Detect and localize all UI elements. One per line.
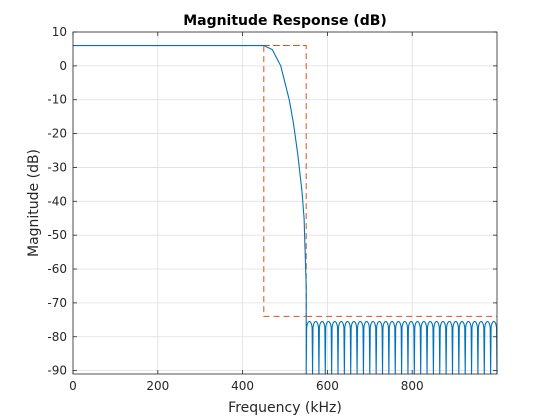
- y-tick-label: -20: [47, 127, 67, 141]
- response-series: [73, 44, 498, 375]
- axes-box: [72, 31, 498, 375]
- y-tick-label: 0: [59, 59, 67, 73]
- x-axis-label: Frequency (kHz): [228, 400, 342, 416]
- y-tick-label: 10: [52, 25, 67, 39]
- y-tick-label: -70: [47, 296, 67, 310]
- x-tick-label: 800: [401, 379, 424, 393]
- y-tick-label: -10: [47, 93, 67, 107]
- y-tick-label: -90: [47, 364, 67, 378]
- x-tick-label: 200: [146, 379, 169, 393]
- y-tick-label: -50: [47, 228, 67, 242]
- chart-title: Magnitude Response (dB): [183, 13, 387, 29]
- y-axis-label: Magnitude (dB): [26, 149, 42, 257]
- x-tick-label: 0: [69, 379, 77, 393]
- grid-lines: [72, 31, 497, 374]
- response-line: [73, 44, 498, 375]
- y-tick-label: -40: [47, 194, 67, 208]
- y-tick-label: -60: [47, 262, 67, 276]
- x-tick-label: 400: [231, 379, 254, 393]
- y-axis: 10 0 -10 -20 -30 -40 -50 -60 -70 -80 -90: [47, 25, 497, 378]
- x-axis: 0 200 400 600 800: [69, 32, 424, 393]
- x-tick-label: 600: [316, 379, 339, 393]
- axes-background: [73, 32, 497, 374]
- spec-mask: [73, 45, 497, 317]
- y-tick-label: -80: [47, 330, 67, 344]
- y-tick-label: -30: [47, 160, 67, 174]
